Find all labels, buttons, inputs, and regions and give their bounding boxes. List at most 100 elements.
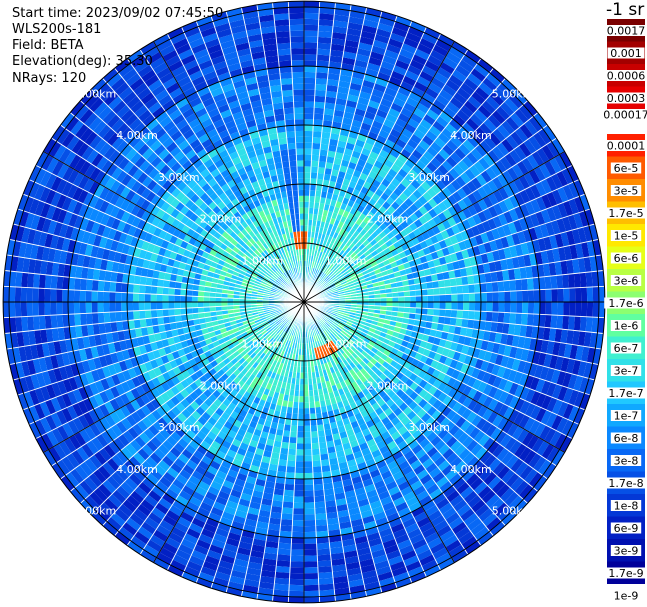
- data-cell: [323, 203, 330, 211]
- data-cell: [404, 158, 416, 169]
- data-cell: [321, 411, 329, 419]
- data-cell: [500, 355, 510, 368]
- data-cell: [334, 492, 346, 501]
- data-cell: [333, 408, 341, 416]
- data-cell: [115, 302, 122, 312]
- data-cell: [494, 238, 504, 251]
- data-cell: [408, 336, 417, 345]
- data-cell: [304, 119, 314, 126]
- data-cell: [335, 283, 342, 288]
- data-cell: [500, 487, 515, 503]
- data-cell: [346, 501, 359, 510]
- data-cell: [583, 331, 592, 348]
- data-cell: [389, 445, 401, 456]
- data-cell: [321, 266, 327, 273]
- data-cell: [329, 272, 335, 279]
- data-cell: [506, 234, 515, 247]
- data-cell: [286, 466, 296, 473]
- data-cell: [519, 324, 527, 338]
- data-cell: [191, 296, 198, 302]
- data-cell: [378, 465, 390, 475]
- data-cell: [501, 451, 514, 466]
- data-cell: [368, 302, 375, 306]
- data-cell: [384, 314, 392, 321]
- data-cell: [419, 37, 436, 50]
- data-cell: [346, 277, 353, 283]
- data-cell: [449, 234, 459, 245]
- data-cell: [311, 225, 316, 233]
- data-cell: [413, 107, 427, 119]
- data-cell: [313, 107, 325, 115]
- data-cell: [38, 302, 45, 316]
- data-cell: [470, 131, 484, 145]
- data-cell: [103, 312, 111, 323]
- data-cell: [562, 387, 574, 404]
- data-cell: [517, 230, 527, 244]
- data-cell: [404, 420, 415, 431]
- data-cell: [482, 437, 495, 451]
- data-cell: [418, 215, 428, 225]
- data-cell: [346, 459, 357, 468]
- data-cell: [335, 316, 342, 321]
- data-cell: [442, 144, 455, 156]
- data-cell: [526, 434, 539, 450]
- data-cell: [327, 327, 334, 333]
- data-cell: [501, 420, 514, 434]
- data-cell: [425, 416, 436, 428]
- data-cell: [115, 292, 122, 302]
- data-cell: [317, 320, 323, 326]
- data-cell: [380, 533, 395, 544]
- data-cell: [486, 341, 495, 353]
- data-cell: [138, 302, 145, 311]
- data-cell: [276, 560, 291, 568]
- data-cell: [368, 537, 383, 548]
- data-cell: [461, 374, 472, 385]
- data-cell: [557, 288, 564, 302]
- data-cell: [528, 471, 543, 488]
- data-cell: [378, 17, 396, 27]
- data-cell: [392, 143, 404, 154]
- data-cell: [480, 170, 492, 184]
- data-cell: [464, 423, 476, 436]
- data-cell: [364, 161, 374, 171]
- data-cell: [482, 395, 494, 409]
- data-cell: [370, 260, 378, 268]
- data-cell: [427, 218, 437, 229]
- data-cell: [579, 316, 587, 332]
- data-cell: [493, 388, 504, 402]
- data-cell: [291, 413, 299, 420]
- data-cell: [492, 444, 505, 458]
- data-cell: [331, 32, 347, 40]
- data-cell: [403, 285, 410, 292]
- data-cell: [339, 128, 350, 137]
- data-cell: [425, 321, 433, 329]
- data-cell: [408, 154, 420, 165]
- data-cell: [380, 306, 387, 311]
- data-cell: [462, 385, 473, 397]
- data-cell: [327, 318, 334, 323]
- data-cell: [465, 266, 473, 277]
- data-cell: [320, 281, 326, 287]
- data-cell: [359, 504, 372, 513]
- data-cell: [546, 397, 558, 413]
- data-cell: [335, 262, 342, 269]
- data-cell: [309, 184, 317, 191]
- data-cell: [368, 56, 383, 67]
- data-cell: [410, 265, 418, 273]
- data-cell: [511, 425, 524, 441]
- data-cell: [316, 418, 324, 426]
- data-cell: [315, 284, 321, 290]
- data-cell: [377, 22, 394, 33]
- data-cell: [447, 377, 457, 388]
- data-cell: [455, 318, 463, 327]
- data-cell: [399, 328, 407, 335]
- data-cell: [356, 547, 372, 556]
- data-cell: [349, 227, 356, 236]
- data-cell: [304, 48, 318, 55]
- data-cell: [424, 357, 434, 367]
- data-cell: [402, 188, 413, 198]
- data-cell: [546, 191, 558, 207]
- data-cell: [509, 245, 518, 258]
- data-cell: [339, 467, 350, 476]
